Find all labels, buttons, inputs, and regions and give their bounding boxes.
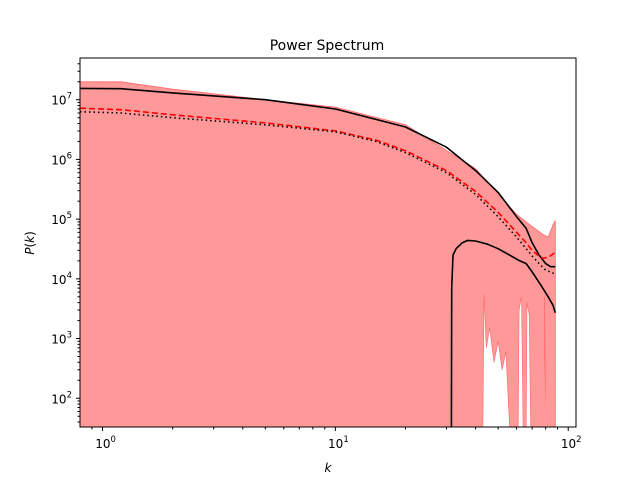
- series-line-2: [80, 110, 556, 275]
- chart-title: Power Spectrum: [270, 38, 385, 54]
- x-axis-label: k: [325, 461, 333, 475]
- band-gap-1: [517, 296, 524, 427]
- series-line-0: [80, 87, 556, 268]
- y-tick-label: 106: [51, 151, 72, 167]
- confidence-band: [80, 81, 556, 427]
- series-line-3: [450, 239, 557, 427]
- x-tick-label: 102: [561, 435, 582, 451]
- x-tick-label: 100: [95, 435, 116, 451]
- y-tick-label: 105: [51, 211, 72, 227]
- y-tick-label: 102: [51, 390, 72, 406]
- x-tick-label: 101: [328, 435, 349, 451]
- band-gap-3: [544, 296, 547, 427]
- y-axis-label: P(k): [23, 231, 37, 255]
- series-line-1: [80, 107, 556, 260]
- plot-area: [80, 81, 557, 427]
- band-gap-0: [482, 294, 510, 427]
- y-tick-label: 107: [51, 92, 72, 108]
- band-gap-2: [525, 302, 532, 427]
- axis-ticks: 100 101 102 102 103 104 105 106 107: [51, 63, 582, 451]
- y-tick-label: 104: [51, 271, 72, 287]
- y-tick-label: 103: [51, 331, 72, 347]
